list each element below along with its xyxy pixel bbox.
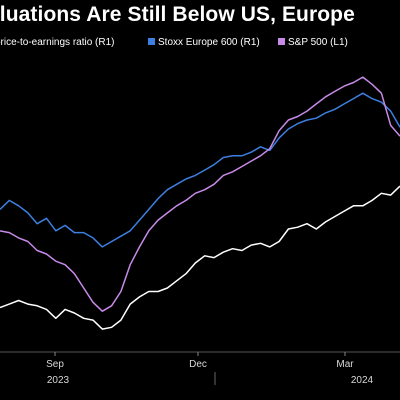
legend-label-sp500: S&P 500 (L1) bbox=[288, 37, 348, 48]
legend-label-stoxx: Stoxx Europe 600 (R1) bbox=[158, 37, 260, 48]
legend-swatch-sp500 bbox=[278, 38, 285, 45]
chart-title: aluations Are Still Below US, Europe bbox=[0, 3, 355, 26]
legend-item-pe-ratio: price-to-earnings ratio (R1) bbox=[0, 37, 115, 48]
x-year-label: 2024 bbox=[351, 375, 374, 386]
x-tick-label: Mar bbox=[336, 359, 354, 370]
x-axis-ticks: Sep Dec Mar 2023 2024 bbox=[46, 352, 374, 386]
legend-label-pe-ratio: price-to-earnings ratio (R1) bbox=[0, 37, 115, 48]
series-line-pe-ratio bbox=[0, 185, 400, 330]
series-line-sp500 bbox=[0, 76, 400, 312]
x-tick-label: Sep bbox=[46, 359, 64, 370]
legend-item-stoxx: Stoxx Europe 600 (R1) bbox=[148, 37, 260, 48]
legend-item-sp500: S&P 500 (L1) bbox=[278, 37, 348, 48]
legend-swatch-stoxx bbox=[148, 38, 155, 45]
x-year-label: 2023 bbox=[47, 375, 70, 386]
x-tick-label: Dec bbox=[189, 359, 207, 370]
series-layer bbox=[0, 76, 400, 330]
series-line-stoxx-europe-600 bbox=[0, 92, 400, 248]
legend: price-to-earnings ratio (R1) Stoxx Europ… bbox=[0, 37, 400, 51]
